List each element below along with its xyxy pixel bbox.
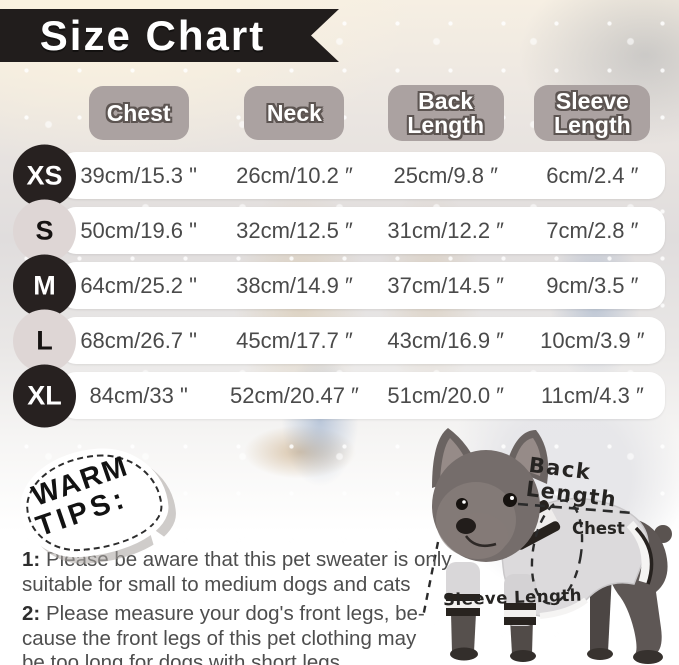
size-table: XS 39cm/15.3 " 26cm/10.2 ″ 25cm/9.8 ″ 6c… xyxy=(0,144,679,427)
neck-value: 32cm/12.5 ″ xyxy=(236,217,353,243)
neck-value: 38cm/14.9 ″ xyxy=(236,272,353,298)
header-cell: Sleeve Length xyxy=(520,84,665,142)
sleeve-length-value: 6cm/2.4 ″ xyxy=(546,162,639,188)
table-row: M 64cm/25.2 " 38cm/14.9 ″ 37cm/14.5 ″ 9c… xyxy=(0,254,679,317)
back-length-value: 51cm/20.0 ″ xyxy=(387,382,504,408)
tips-section: 1: Please be aware that this pet sweater… xyxy=(22,548,454,665)
column-header-chest: Chest xyxy=(88,86,189,140)
table-row: XL 84cm/33 " 52cm/20.47 ″ 51cm/20.0 ″ 11… xyxy=(0,364,679,427)
size-badge-xl: XL xyxy=(13,364,76,427)
tip-2-line: cause the front legs of this pet clothin… xyxy=(22,626,417,650)
table-row: XS 39cm/15.3 " 26cm/10.2 ″ 25cm/9.8 ″ 6c… xyxy=(0,144,679,207)
column-header-neck: Neck xyxy=(244,86,345,140)
tip-2: 2: Please measure your dog's front legs,… xyxy=(22,602,454,665)
tip-1-number: 1: xyxy=(22,548,41,571)
table-header-row: Chest Neck Back Length Sleeve Length xyxy=(60,82,665,144)
column-header-sleeve-length: Sleeve Length xyxy=(534,84,651,142)
tip-2-line: be too long for dogs with short legs xyxy=(22,651,340,665)
dog-illustration xyxy=(421,428,672,664)
tip-1-line: suitable for small to medium dogs and ca… xyxy=(22,572,411,596)
size-badge-l: L xyxy=(13,309,76,372)
neck-value: 52cm/20.47 ″ xyxy=(229,382,359,408)
row-values: 50cm/19.6 " 32cm/12.5 ″ 31cm/12.2 ″ 7cm/… xyxy=(60,207,665,254)
tip-2-line: Please measure your dog's front legs, be… xyxy=(45,602,425,625)
tip-2-number: 2: xyxy=(22,602,41,625)
header-cell: Chest xyxy=(60,86,217,140)
row-values: 84cm/33 " 52cm/20.47 ″ 51cm/20.0 ″ 11cm/… xyxy=(60,372,665,419)
chest-value: 84cm/33 " xyxy=(89,382,188,408)
size-badge-m: M xyxy=(13,254,76,317)
warm-tips-heading: WARM TIPS: xyxy=(28,450,142,543)
header-cell: Back Length xyxy=(372,84,520,142)
back-length-value: 31cm/12.2 ″ xyxy=(387,217,504,243)
back-length-value: 43cm/16.9 ″ xyxy=(387,327,504,353)
row-values: 64cm/25.2 " 38cm/14.9 ″ 37cm/14.5 ″ 9cm/… xyxy=(60,262,665,309)
neck-value: 26cm/10.2 ″ xyxy=(236,162,353,188)
tip-1: 1: Please be aware that this pet sweater… xyxy=(22,548,454,597)
chest-value: 68cm/26.7 " xyxy=(80,327,197,353)
sleeve-length-value: 11cm/4.3 ″ xyxy=(540,382,644,408)
back-length-value: 37cm/14.5 ″ xyxy=(387,272,504,298)
page-title: Size Chart xyxy=(39,11,266,59)
back-length-value: 25cm/9.8 ″ xyxy=(393,162,498,188)
table-row: S 50cm/19.6 " 32cm/12.5 ″ 31cm/12.2 ″ 7c… xyxy=(0,199,679,262)
chest-value: 50cm/19.6 " xyxy=(80,217,197,243)
size-badge-s: S xyxy=(13,199,76,262)
chest-value: 64cm/25.2 " xyxy=(80,272,197,298)
size-badge-xs: XS xyxy=(13,144,76,207)
table-row: L 68cm/26.7 " 45cm/17.7 ″ 43cm/16.9 ″ 10… xyxy=(0,309,679,372)
chest-label: Chest xyxy=(572,519,625,538)
sleeve-length-value: 10cm/3.9 ″ xyxy=(540,327,645,353)
title-banner: Size Chart xyxy=(0,9,339,62)
header-cell: Neck xyxy=(217,86,371,140)
row-values: 39cm/15.3 " 26cm/10.2 ″ 25cm/9.8 ″ 6cm/2… xyxy=(60,152,665,199)
row-values: 68cm/26.7 " 45cm/17.7 ″ 43cm/16.9 ″ 10cm… xyxy=(60,317,665,364)
chest-value: 39cm/15.3 " xyxy=(80,162,197,188)
tip-1-line: Please be aware that this pet sweater is… xyxy=(45,548,452,571)
sleeve-length-value: 9cm/3.5 ″ xyxy=(546,272,639,298)
chest-guide-line xyxy=(530,499,584,605)
sleeve-length-value: 7cm/2.8 ″ xyxy=(546,217,639,243)
neck-value: 45cm/17.7 ″ xyxy=(236,327,353,353)
column-header-back-length: Back Length xyxy=(387,84,504,142)
